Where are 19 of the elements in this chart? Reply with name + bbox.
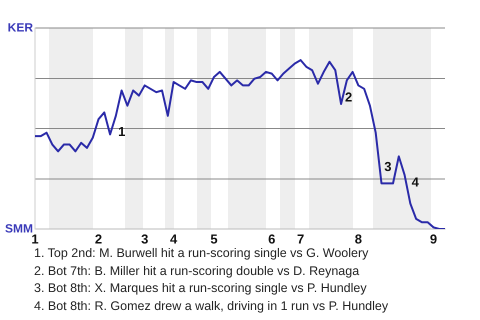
annotation: 2: [345, 90, 352, 105]
x-tick-label: 1: [31, 231, 39, 246]
text: 3. Bot 8th: X. Marques hit a run-scoring single vs P. Hundley: [34, 280, 368, 297]
x-tick-label: 6: [268, 231, 276, 246]
text: 4. Bot 8th: R. Gomez drew a walk, driving in 1 run vs P. Hundley: [34, 298, 388, 315]
x-tick-label: 4: [170, 231, 178, 246]
annotation: 4: [412, 174, 420, 190]
text: 2. Bot 7th: B. Miller hit a run-scoring double vs D. Reynaga: [34, 262, 360, 280]
text: KER: [8, 20, 34, 34]
x-tick-label: 7: [297, 231, 304, 246]
annotation: 3: [384, 158, 392, 174]
x-tick-label: 3: [141, 231, 148, 246]
text: 1. Top 2nd: M. Burwell hit a run-scoring single vs G. Woolery: [34, 245, 370, 262]
annotation: 1: [118, 124, 126, 139]
x-tick-label: 2: [94, 231, 102, 246]
text: SMM: [5, 221, 33, 236]
x-tick-label: 9: [430, 231, 438, 246]
x-tick-label: 8: [354, 231, 362, 246]
x-tick-label: 5: [210, 231, 218, 246]
